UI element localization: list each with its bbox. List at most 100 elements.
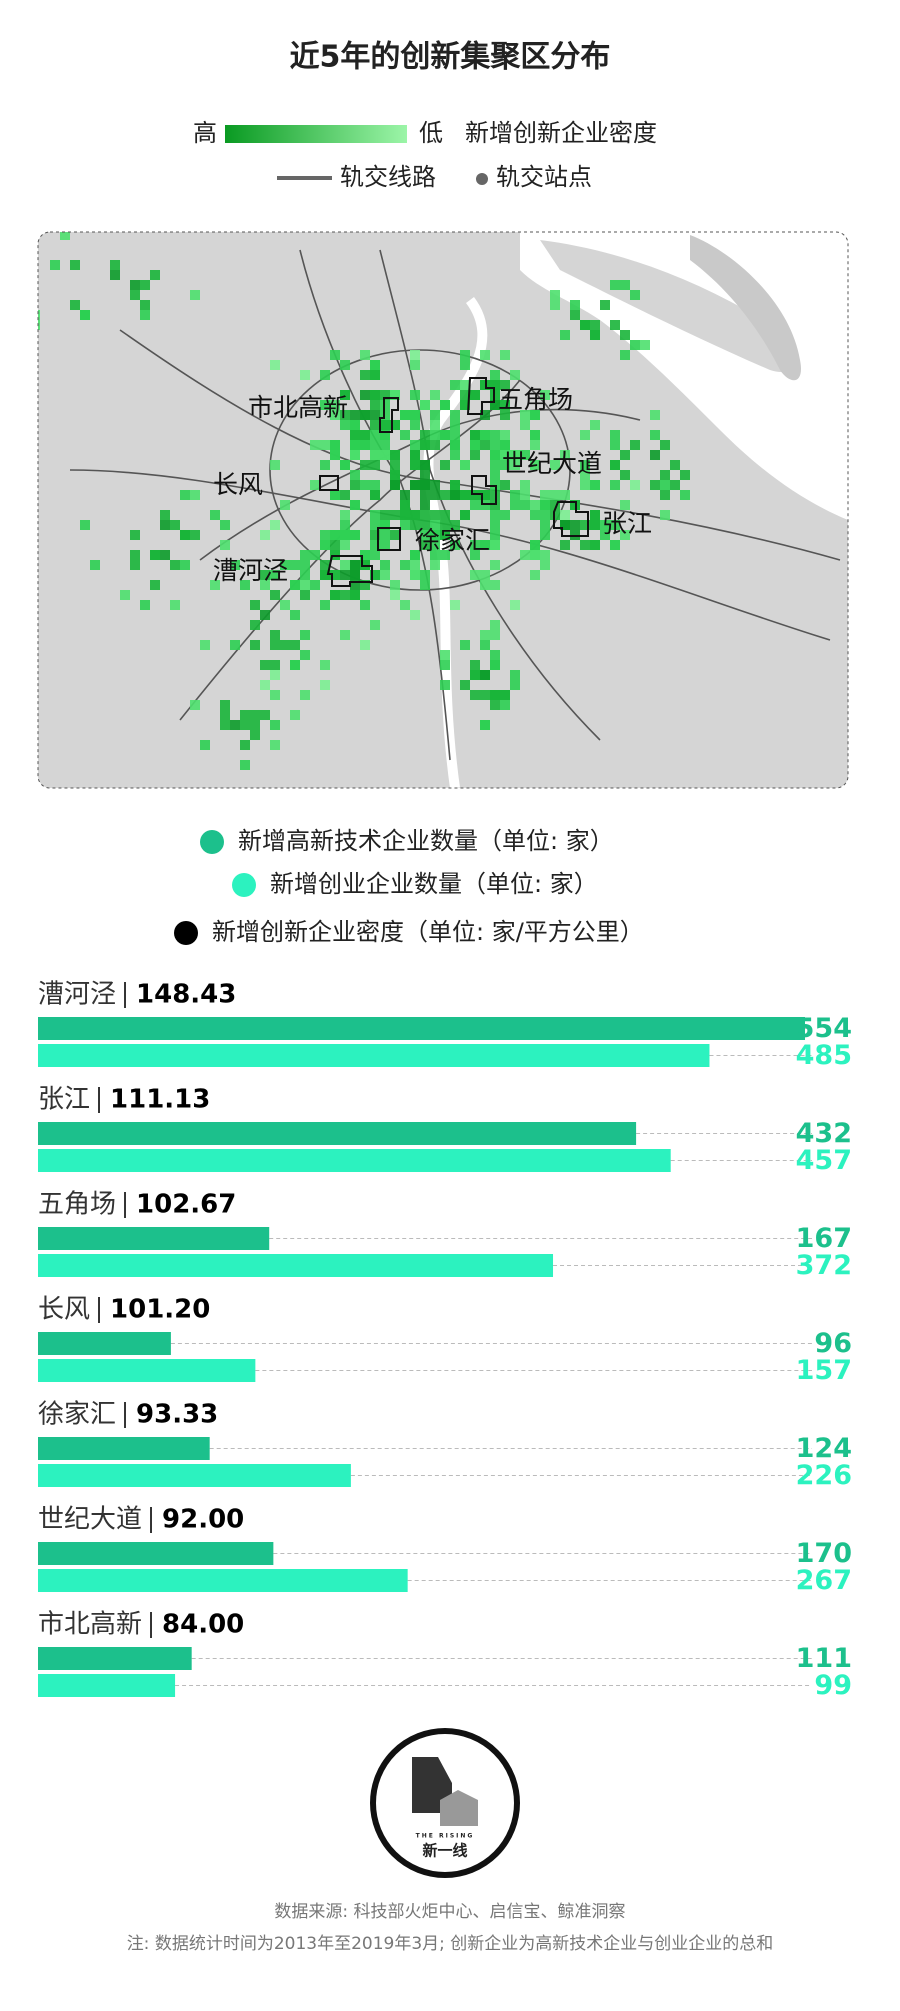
- heat-cell: [680, 490, 690, 500]
- heat-cell: [200, 740, 210, 750]
- heat-cell: [500, 380, 510, 390]
- bar: [38, 1149, 671, 1172]
- heat-cell: [490, 510, 500, 520]
- heat-cell: [520, 480, 530, 490]
- heat-cell: [320, 660, 330, 670]
- heat-cell: [330, 350, 340, 360]
- heat-cell: [360, 480, 370, 490]
- value-label: 485: [796, 1040, 852, 1071]
- heat-cell: [50, 260, 60, 270]
- heat-cell: [290, 610, 300, 620]
- heat-cell: [360, 580, 370, 590]
- heat-cell: [470, 550, 480, 560]
- heat-cell: [380, 530, 390, 540]
- heat-cell: [180, 560, 190, 570]
- heat-cell: [440, 660, 450, 670]
- heat-cell: [500, 350, 510, 360]
- heat-cell: [300, 550, 310, 560]
- heat-cell: [470, 570, 480, 580]
- heat-cell: [410, 420, 420, 430]
- heat-cell: [390, 420, 400, 430]
- heat-cell: [460, 460, 470, 470]
- footer-note: 注: 数据统计时间为2013年至2019年3月; 创新企业为高新技术企业与创业企…: [127, 1934, 774, 1954]
- heat-cell: [320, 680, 330, 690]
- heat-cell: [140, 310, 150, 320]
- heat-cell: [330, 450, 340, 460]
- heat-cell: [430, 490, 440, 500]
- heat-cell: [610, 540, 620, 550]
- heat-cell: [250, 720, 260, 730]
- heat-cell: [570, 310, 580, 320]
- heat-cell: [440, 680, 450, 690]
- heat-cell: [400, 490, 410, 500]
- heat-cell: [370, 520, 380, 530]
- heat-cell: [340, 630, 350, 640]
- heat-cell: [500, 440, 510, 450]
- heat-cell: [510, 450, 520, 460]
- heat-cell: [60, 232, 70, 240]
- heat-cell: [350, 580, 360, 590]
- heat-cell: [370, 370, 380, 380]
- value-label: 111: [796, 1643, 852, 1674]
- heat-cell: [500, 460, 510, 470]
- heat-cell: [520, 450, 530, 460]
- value-label: 99: [814, 1670, 852, 1701]
- heat-cell: [480, 720, 490, 730]
- heat-cell: [280, 640, 290, 650]
- heat-cell: [390, 590, 400, 600]
- category-label: 五角场: [38, 1190, 116, 1220]
- heat-cell: [480, 440, 490, 450]
- heat-cell: [350, 570, 360, 580]
- heat-cell: [130, 530, 140, 540]
- map-label: 徐家汇: [415, 526, 490, 555]
- value-label: 457: [796, 1145, 852, 1176]
- heat-cell: [550, 460, 560, 470]
- legend-swatch: [174, 921, 198, 945]
- category-label: 市北高新: [38, 1610, 142, 1640]
- heat-cell: [540, 490, 550, 500]
- heat-cell: [370, 570, 380, 580]
- heat-cell: [380, 510, 390, 520]
- heat-cell: [630, 290, 640, 300]
- heat-cell: [350, 430, 360, 440]
- heat-cell: [580, 460, 590, 470]
- footer-source: 数据来源: 科技部火炬中心、启信宝、鲸准洞察: [274, 1902, 625, 1922]
- heat-cell: [270, 520, 280, 530]
- heat-cell: [550, 490, 560, 500]
- heat-cell: [460, 380, 470, 390]
- heat-cell: [450, 520, 460, 530]
- heat-cell: [220, 520, 230, 530]
- heat-cell: [680, 470, 690, 480]
- heat-cell: [130, 290, 140, 300]
- value-label: 124: [796, 1433, 852, 1464]
- bar: [38, 1464, 351, 1487]
- heat-cell: [450, 490, 460, 500]
- heat-cell: [540, 520, 550, 530]
- heat-cell: [490, 660, 500, 670]
- heat-cell: [250, 730, 260, 740]
- heat-cell: [430, 540, 440, 550]
- heat-cell: [420, 580, 430, 590]
- legend-label: 新增创新企业密度（单位: 家/平方公里）: [212, 918, 644, 946]
- heat-cell: [650, 430, 660, 440]
- heat-cell: [410, 520, 420, 530]
- heat-cell: [270, 360, 280, 370]
- heat-cell: [340, 530, 350, 540]
- heat-cell: [410, 390, 420, 400]
- heat-cell: [230, 640, 240, 650]
- heat-cell: [440, 510, 450, 520]
- heat-cell: [550, 500, 560, 510]
- heat-cell: [490, 520, 500, 530]
- heat-cell: [240, 760, 250, 770]
- heat-cell: [520, 420, 530, 430]
- heat-cell: [560, 330, 570, 340]
- heat-cell: [650, 480, 660, 490]
- heat-cell: [580, 470, 590, 480]
- heat-cell: [500, 690, 510, 700]
- heat-cell: [270, 670, 280, 680]
- heat-cell: [350, 590, 360, 600]
- heat-cell: [190, 530, 200, 540]
- heat-cell: [450, 450, 460, 460]
- heat-cell: [190, 700, 200, 710]
- heat-cell: [620, 330, 630, 340]
